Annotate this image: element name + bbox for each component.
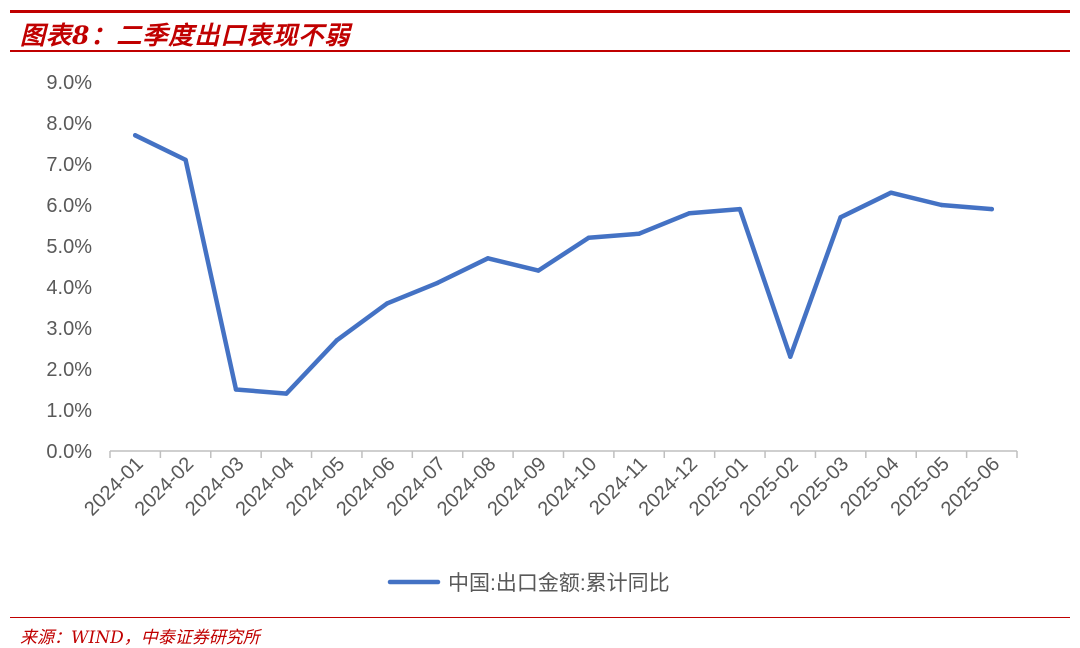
data-point (384, 301, 390, 306)
y-tick-label: 5.0% (46, 236, 92, 258)
data-point (132, 133, 138, 138)
y-tick-label: 7.0% (46, 154, 92, 176)
series-line (132, 133, 995, 396)
y-tick-label: 8.0% (46, 113, 92, 135)
title-rule (10, 50, 1070, 52)
series-layer (132, 133, 995, 396)
source-note: 来源：WIND，中泰证券研究所 (20, 628, 260, 648)
top-rule (10, 10, 1070, 13)
legend: 中国:出口金额:累计同比 (387, 572, 670, 595)
data-point (788, 354, 793, 359)
data-point (888, 190, 894, 195)
data-point (536, 268, 541, 273)
legend-label: 中国:出口金额:累计同比 (448, 572, 670, 595)
data-point (586, 235, 591, 240)
data-point (687, 211, 692, 216)
data-point (435, 280, 440, 286)
data-point (485, 256, 491, 261)
y-tick-label: 6.0% (46, 195, 92, 217)
y-tick-label: 9.0% (46, 72, 92, 94)
y-tick-label: 4.0% (46, 277, 92, 299)
footer-rule (10, 617, 1070, 618)
y-tick-label: 2.0% (46, 359, 92, 381)
data-point (737, 206, 743, 212)
y-tick-label: 3.0% (46, 318, 92, 340)
data-point (183, 157, 188, 163)
data-point (636, 231, 642, 236)
y-tick-label: 0.0% (46, 441, 92, 463)
data-point (334, 338, 339, 343)
data-point (989, 206, 995, 212)
figure-title: 图表8：二季度出口表现不弱 (20, 21, 351, 50)
data-point (838, 215, 843, 220)
x-axis: 2024-012024-022024-032024-042024-052024-… (80, 450, 1018, 520)
y-axis: 0.0% 1.0% 2.0% 3.0% 4.0% 5.0% 6.0% 7.0% 8.0% 9.0% (46, 72, 92, 463)
data-point (284, 391, 289, 396)
data-point (939, 202, 944, 208)
y-tick-label: 1.0% (46, 400, 92, 422)
data-point (233, 387, 239, 392)
